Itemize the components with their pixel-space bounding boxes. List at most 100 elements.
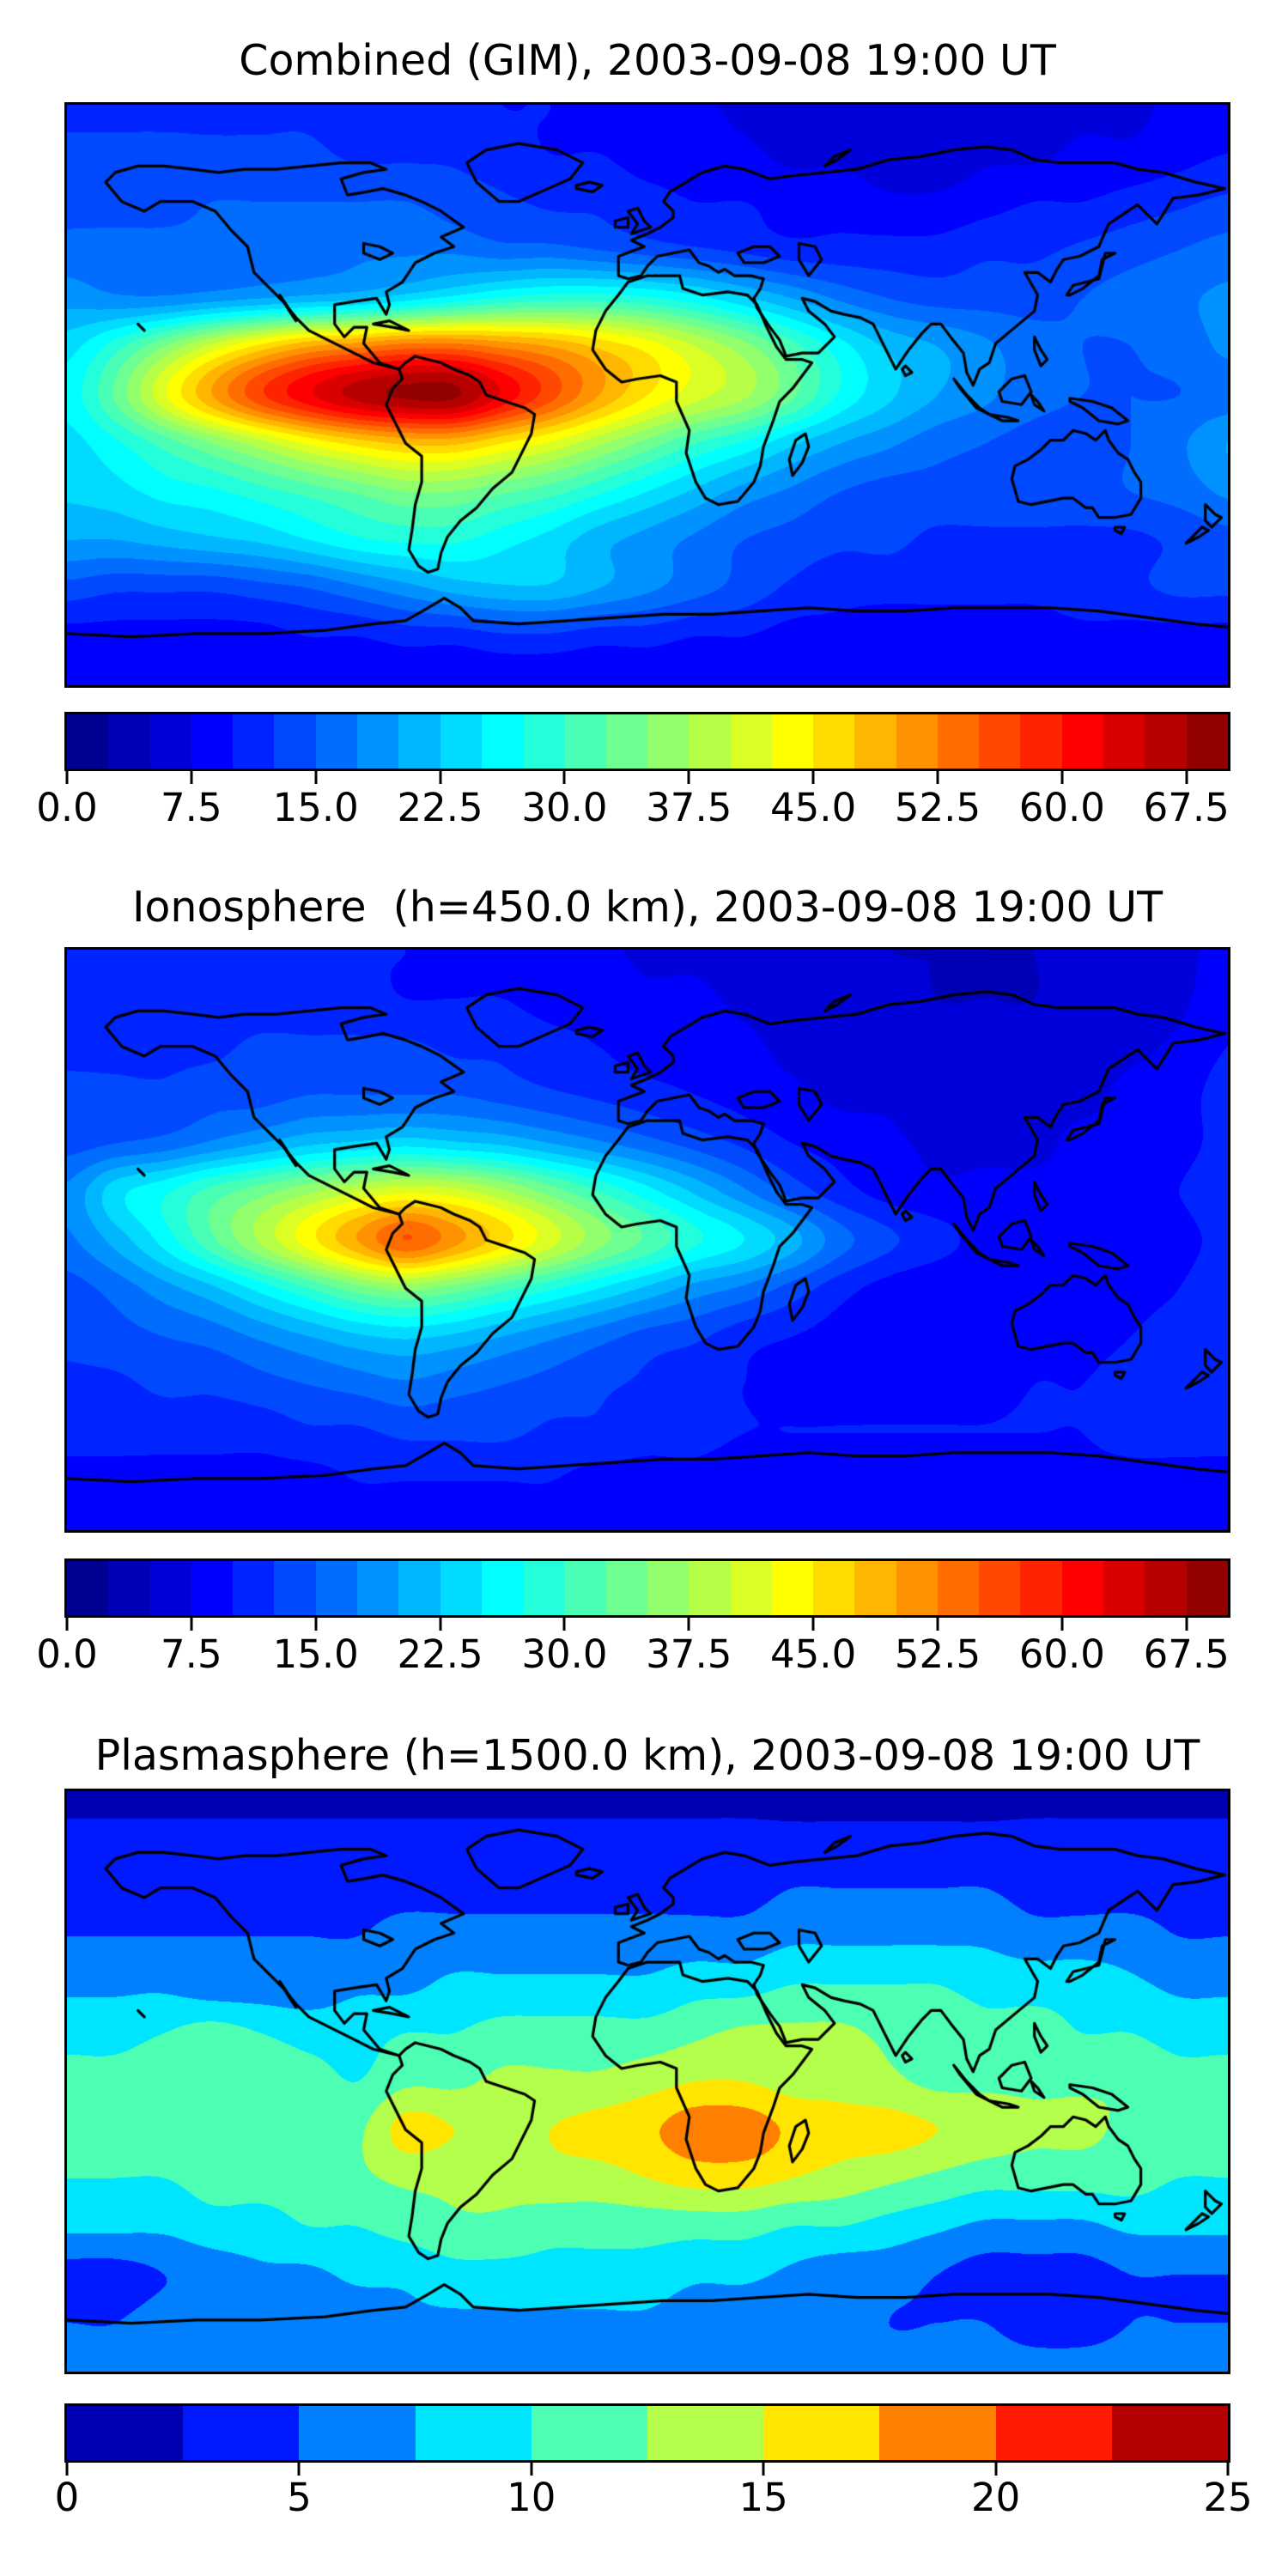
colorbar-segment <box>315 714 357 769</box>
colorbar-tick-label: 10 <box>507 2475 556 2520</box>
colorbar-tick-label: 0 <box>54 2475 80 2520</box>
colorbar-segment <box>1020 714 1062 769</box>
colorbar-segment <box>233 714 275 769</box>
colorbar-segment <box>299 2406 416 2460</box>
colorbar-tick <box>562 771 566 784</box>
colorbar-segment <box>689 714 731 769</box>
colorbar-tick <box>1226 2463 1230 2476</box>
colorbar-segment <box>233 1561 275 1615</box>
colorbar-segment <box>1186 714 1228 769</box>
colorbar-frame-plasmasphere <box>64 2403 1230 2463</box>
colorbar-segment <box>315 1561 357 1615</box>
colorbar-segment <box>937 714 980 769</box>
colorbar-segment <box>689 1561 731 1615</box>
colorbar-tick-label: 60.0 <box>1018 1631 1105 1677</box>
colorbar-segment <box>730 1561 772 1615</box>
colorbar-segment <box>1145 714 1187 769</box>
colorbar-segment <box>481 714 524 769</box>
colorbar-tick-label: 22.5 <box>397 785 483 830</box>
colorbar-tick-label: 45.0 <box>770 1631 857 1677</box>
colorbar-segment <box>564 714 606 769</box>
colorbar-tick-label: 67.5 <box>1143 1631 1230 1677</box>
colorbar-segment <box>995 2406 1112 2460</box>
colorbar-segment <box>1186 1561 1228 1615</box>
colorbar-tick-label: 67.5 <box>1143 785 1230 830</box>
colorbar-segment <box>1145 1561 1187 1615</box>
colorbar-segment <box>398 714 440 769</box>
colorbar-segment <box>605 714 647 769</box>
colorbar-segment <box>67 714 109 769</box>
colorbar-segment <box>531 2406 648 2460</box>
colorbar-segment <box>191 714 234 769</box>
colorbar-tick-label: 7.5 <box>161 1631 222 1677</box>
colorbar-tick <box>687 1618 690 1631</box>
colorbar-tick-label: 0.0 <box>36 1631 98 1677</box>
colorbar-tick <box>687 771 690 784</box>
colorbar-segment <box>854 714 896 769</box>
colorbar-segment <box>274 714 316 769</box>
colorbar-segment <box>356 1561 399 1615</box>
colorbar-segment <box>398 1561 440 1615</box>
colorbar-segment <box>1111 2406 1229 2460</box>
colorbar-tick-label: 45.0 <box>770 785 857 830</box>
colorbar-segment <box>191 1561 234 1615</box>
colorbar-segment <box>183 2406 300 2460</box>
colorbar-segment <box>1061 714 1104 769</box>
colorbar-ionosphere <box>67 1561 1228 1615</box>
colorbar-segment <box>1103 1561 1145 1615</box>
colorbar-tick-label: 60.0 <box>1018 785 1105 830</box>
colorbar-tick <box>530 2463 533 2476</box>
colorbar-segment <box>730 714 772 769</box>
colorbar-tick-label: 30.0 <box>521 785 608 830</box>
colorbar-segment <box>854 1561 896 1615</box>
colorbar-tick <box>1060 1618 1064 1631</box>
colorbar-tick-label: 7.5 <box>161 785 222 830</box>
colorbar-tick <box>65 2463 69 2476</box>
colorbar-tick <box>439 771 442 784</box>
colorbar-tick-label: 22.5 <box>397 1631 483 1677</box>
colorbar-ticks-ionosphere <box>65 1618 1228 1631</box>
colorbar-plasmasphere <box>67 2406 1229 2460</box>
panel-title-plasmasphere: Plasmasphere (h=1500.0 km), 2003-09-08 1… <box>94 1731 1200 1780</box>
colorbar-tick <box>297 2463 301 2476</box>
colorbar-tick-label: 15.0 <box>272 785 359 830</box>
colorbar-tick <box>1060 771 1064 784</box>
colorbar-labels-plasmasphere: 0 5 10 15 20 25 <box>55 2475 1253 2520</box>
colorbar-segment <box>771 714 814 769</box>
colorbar-segment <box>771 1561 814 1615</box>
colorbar-segment <box>879 2406 996 2460</box>
colorbar-labels-combined: 0.0 7.5 15.0 22.5 30.0 37.5 45.0 52.5 60.0 67.5 <box>36 785 1230 830</box>
colorbar-ticks-combined <box>65 771 1228 784</box>
world-map-frame-plasmasphere <box>64 1789 1230 2374</box>
colorbar-tick <box>65 1618 69 1631</box>
colorbar-segment <box>149 1561 191 1615</box>
colorbar-segment <box>67 2406 184 2460</box>
colorbar-tick <box>562 1618 566 1631</box>
colorbar-tick <box>439 1618 442 1631</box>
colorbar-segment <box>763 2406 880 2460</box>
panel-title-combined: Combined (GIM), 2003-09-08 19:00 UT <box>239 36 1056 85</box>
colorbar-segment <box>896 1561 938 1615</box>
colorbar-tick-label: 37.5 <box>646 785 732 830</box>
colorbar-segment <box>415 2406 532 2460</box>
colorbar-segment <box>647 2406 764 2460</box>
colorbar-tick <box>1185 1618 1188 1631</box>
colorbar-segment <box>523 714 565 769</box>
colorbar-segment <box>149 714 191 769</box>
colorbar-ticks-plasmasphere <box>65 2463 1230 2476</box>
colorbar-segment <box>979 1561 1021 1615</box>
colorbar-tick <box>1185 771 1188 784</box>
colorbar-tick <box>314 1618 318 1631</box>
colorbar-tick-label: 15.0 <box>272 1631 359 1677</box>
colorbar-tick-label: 5 <box>287 2475 312 2520</box>
colorbar-tick <box>762 2463 765 2476</box>
colorbar-segment <box>896 714 938 769</box>
colorbar-segment <box>647 714 690 769</box>
colorbar-segment <box>979 714 1021 769</box>
colorbar-tick-label: 30.0 <box>521 1631 608 1677</box>
colorbar-segment <box>813 1561 855 1615</box>
colorbar-tick <box>936 1618 939 1631</box>
colorbar-segment <box>1020 1561 1062 1615</box>
panel-title-ionosphere: Ionosphere (h=450.0 km), 2003-09-08 19:0… <box>131 883 1163 932</box>
